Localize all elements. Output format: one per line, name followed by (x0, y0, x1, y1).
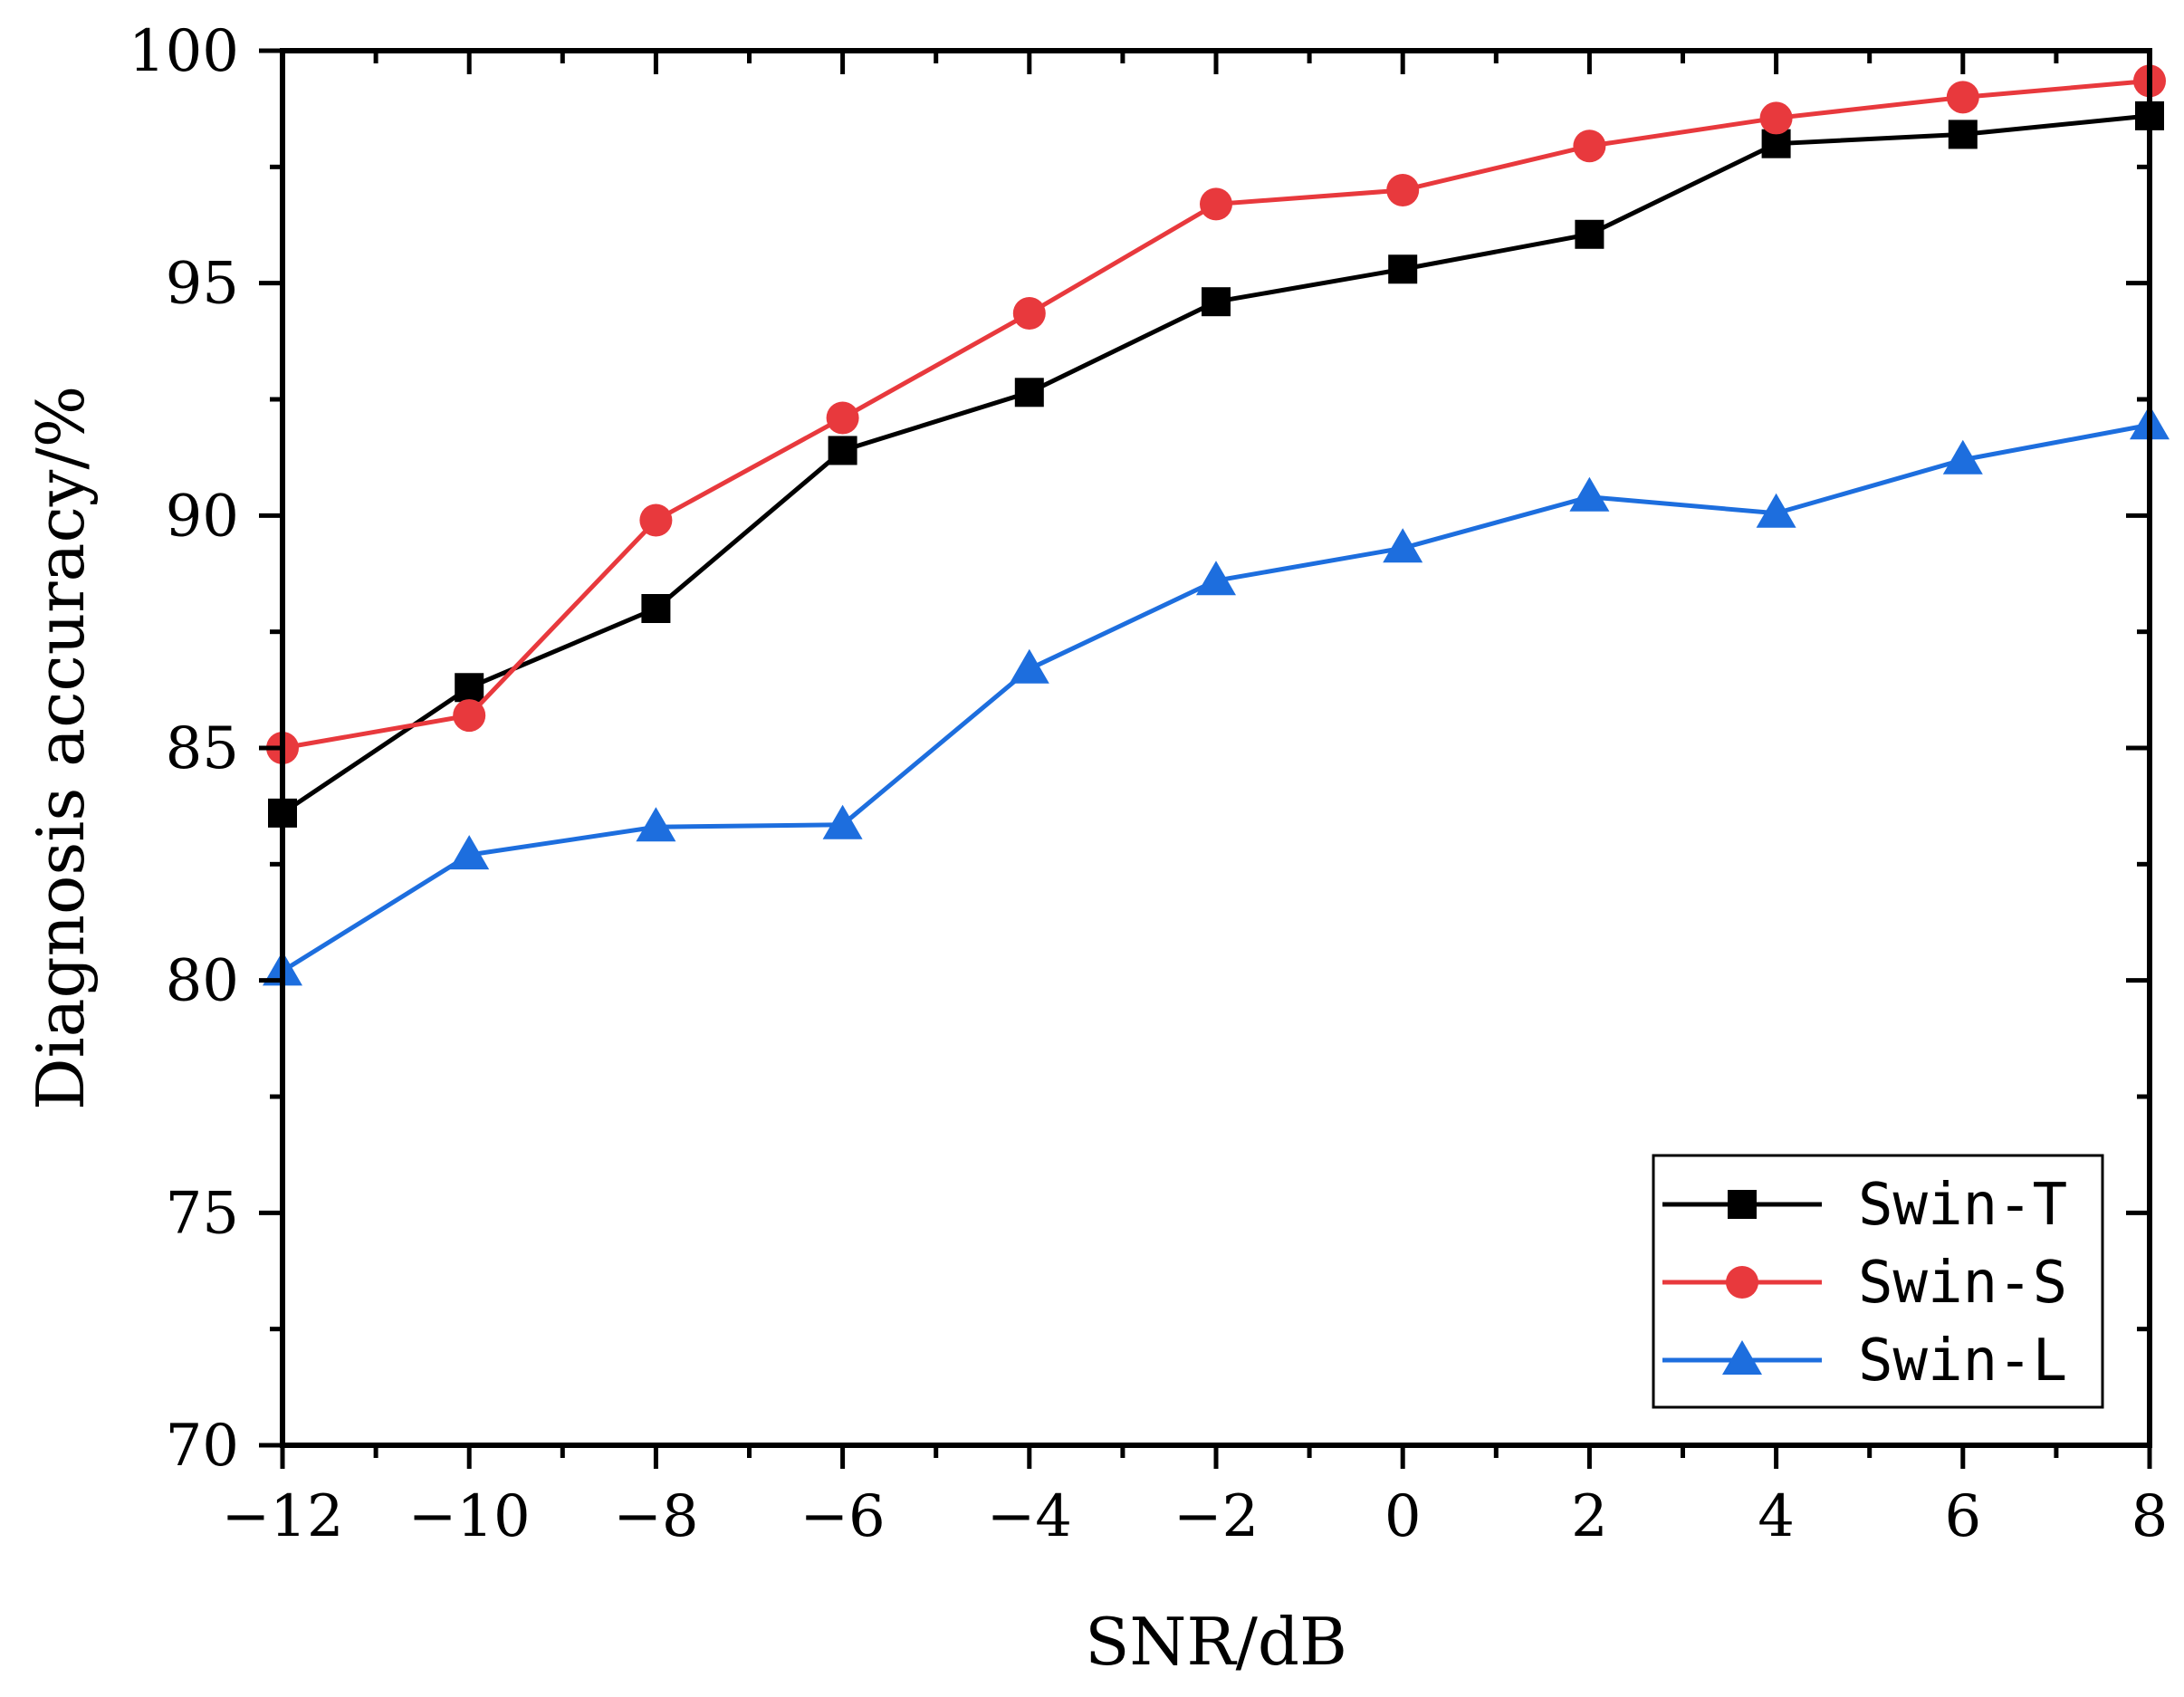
y-axis-title: Diagnosis accuracy/% (23, 386, 99, 1110)
x-axis-title: SNR/dB (1085, 1604, 1347, 1680)
legend-item: Swin-T (1662, 1172, 2067, 1239)
y-tick-label: 95 (166, 251, 239, 318)
data-point (828, 436, 857, 465)
legend-marker (1726, 1266, 1758, 1299)
x-tick-label: −6 (800, 1483, 885, 1550)
legend-marker (1728, 1190, 1757, 1219)
data-point (636, 807, 676, 842)
data-point (1200, 187, 1232, 221)
y-tick-label: 100 (129, 18, 239, 85)
x-tick-label: −8 (613, 1483, 698, 1550)
data-point (1383, 528, 1423, 563)
x-tick-label: 8 (2131, 1483, 2169, 1550)
data-point (453, 699, 486, 733)
legend-label: Swin-T (1858, 1172, 2067, 1239)
data-point (1196, 561, 1236, 596)
data-point (1386, 174, 1420, 206)
x-tick-label: 0 (1384, 1483, 1422, 1550)
y-tick-label: 85 (166, 715, 239, 782)
legend: Swin-T Swin-S Swin-L (1652, 1154, 2104, 1409)
data-point (1575, 219, 1604, 249)
data-point (639, 503, 673, 537)
x-tick-label: −4 (987, 1483, 1072, 1550)
y-tick-label: 75 (166, 1180, 239, 1247)
data-point (1948, 120, 1978, 149)
axes-layer: −12 −10 −8 −6 −4 −2 0 2 4 6 8 70 75 80 85 90 95 100 (129, 18, 2169, 1550)
legend-item: Swin-S (1662, 1250, 2067, 1317)
legend-marker (1722, 1340, 1762, 1375)
data-point (1009, 648, 1049, 684)
data-point (1569, 476, 1610, 512)
x-tick-label: 4 (1758, 1483, 1795, 1550)
data-point (455, 673, 484, 703)
data-point (822, 804, 863, 839)
data-point (1388, 254, 1418, 284)
data-point (1756, 493, 1796, 528)
y-tick-label: 90 (166, 483, 239, 550)
data-point (641, 594, 671, 623)
data-point (1202, 287, 1231, 317)
legend-label: Swin-L (1858, 1328, 2067, 1395)
y-tick-label: 80 (166, 948, 239, 1015)
x-tick-label: −12 (221, 1483, 343, 1550)
legend-item: Swin-L (1662, 1328, 2067, 1395)
series-swin-s (266, 64, 2166, 764)
data-point (1946, 81, 1979, 114)
data-point (1014, 378, 1044, 407)
data-point (1012, 297, 1046, 331)
legend-label: Swin-S (1858, 1250, 2067, 1317)
data-point (1759, 101, 1793, 135)
x-tick-label: −2 (1173, 1483, 1259, 1550)
data-point (1573, 129, 1606, 163)
x-tick-label: −10 (408, 1483, 531, 1550)
data-point (1942, 439, 1983, 475)
data-point (449, 835, 490, 870)
x-tick-label: 2 (1571, 1483, 1608, 1550)
y-tick-label: 70 (166, 1413, 239, 1480)
data-point (826, 401, 859, 435)
x-tick-label: 6 (1944, 1483, 1981, 1550)
series-swin-t (268, 101, 2164, 828)
